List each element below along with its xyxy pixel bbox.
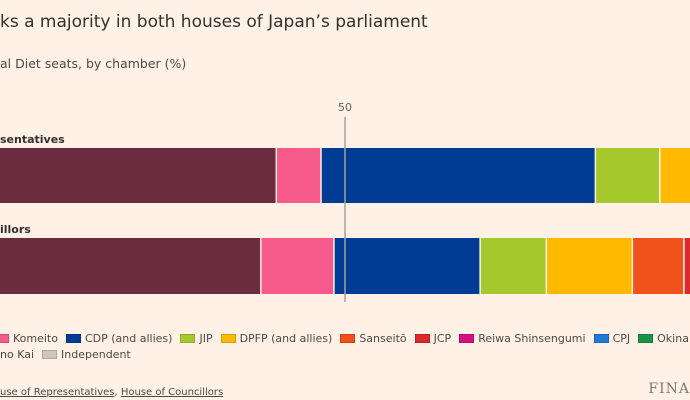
legend-swatch <box>65 334 81 343</box>
bar-segment-komeito-0 <box>277 148 321 203</box>
chart-subtitle: al Diet seats, by chamber (%) <box>0 56 187 71</box>
bar-segment-cdp-and-allies--0 <box>321 148 595 203</box>
legend-item-jcp: JCP <box>414 332 452 345</box>
row-label-representatives: sentatives <box>0 133 65 146</box>
legend-item-cdp-and-allies-: CDP (and allies) <box>65 332 173 345</box>
legend-item-okina: Okina <box>638 332 689 345</box>
legend-swatch <box>638 334 654 343</box>
legend-label: no Kai <box>0 348 35 361</box>
legend-swatch <box>340 334 356 343</box>
legend-swatch <box>414 334 430 343</box>
legend-item-dpfp-and-allies-: DPFP (and allies) <box>220 332 333 345</box>
legend-label: Independent <box>61 348 131 361</box>
legend-item-jip: JIP <box>180 332 213 345</box>
bar-segment-jip-1 <box>480 238 546 294</box>
bar-segment-jcp-1 <box>684 238 690 294</box>
source-note: use of Representatives, House of Council… <box>0 387 223 398</box>
row-label-councillors: illors <box>0 223 31 236</box>
bar-segment-komeito-1 <box>261 238 334 294</box>
legend-swatch <box>220 334 236 343</box>
ft-logo: FINA <box>648 381 690 397</box>
chart-title: ks a majority in both houses of Japan’s … <box>0 12 428 32</box>
legend-item-reiwa-shinsengumi: Reiwa Shinsengumi <box>459 332 586 345</box>
bar-segment-cdp-and-allies--1 <box>334 238 480 294</box>
source-link-councillors[interactable]: House of Councillors <box>120 387 224 398</box>
source-separator: , <box>114 387 121 398</box>
legend-label: CDP (and allies) <box>84 332 173 345</box>
legend-swatch <box>593 334 609 343</box>
legend-swatch <box>0 334 9 343</box>
legend-swatch <box>180 334 196 343</box>
bar-segment-ldp-1 <box>0 238 261 294</box>
bar-segment-sanseit--1 <box>633 238 684 294</box>
legend-label: Sanseitō <box>359 332 407 345</box>
legend-item-no-kai: no Kai <box>0 348 34 361</box>
reference-line-label: 50 <box>338 101 352 114</box>
legend-item-cpj: CPJ <box>593 332 631 345</box>
legend-label: DPFP (and allies) <box>239 332 333 345</box>
legend-label: CPJ <box>612 332 631 345</box>
legend-label: Reiwa Shinsengumi <box>478 332 586 345</box>
source-link-representatives[interactable]: use of Representatives <box>0 387 115 398</box>
bar-segment-jip-0 <box>596 148 660 203</box>
bar-segment-dpfp-and-allies--0 <box>660 148 690 203</box>
legend-label: JCP <box>433 332 452 345</box>
bar-segment-dpfp-and-allies--1 <box>547 238 632 294</box>
legend-swatch <box>42 350 58 359</box>
legend-label: JIP <box>199 332 213 345</box>
legend-item-komeito: Komeito <box>0 332 58 345</box>
legend-row-2: no Kai Independent <box>0 348 139 361</box>
legend-item-sanseit-: Sanseitō <box>340 332 407 345</box>
legend-label: Komeito <box>13 332 58 345</box>
legend-swatch <box>459 334 475 343</box>
legend-label: Okina <box>657 332 689 345</box>
legend-item-independent: Independent <box>42 348 131 361</box>
legend-row-1: Komeito CDP (and allies) JIP DPFP (and alli… <box>0 332 690 345</box>
bar-segment-ldp-0 <box>0 148 276 203</box>
